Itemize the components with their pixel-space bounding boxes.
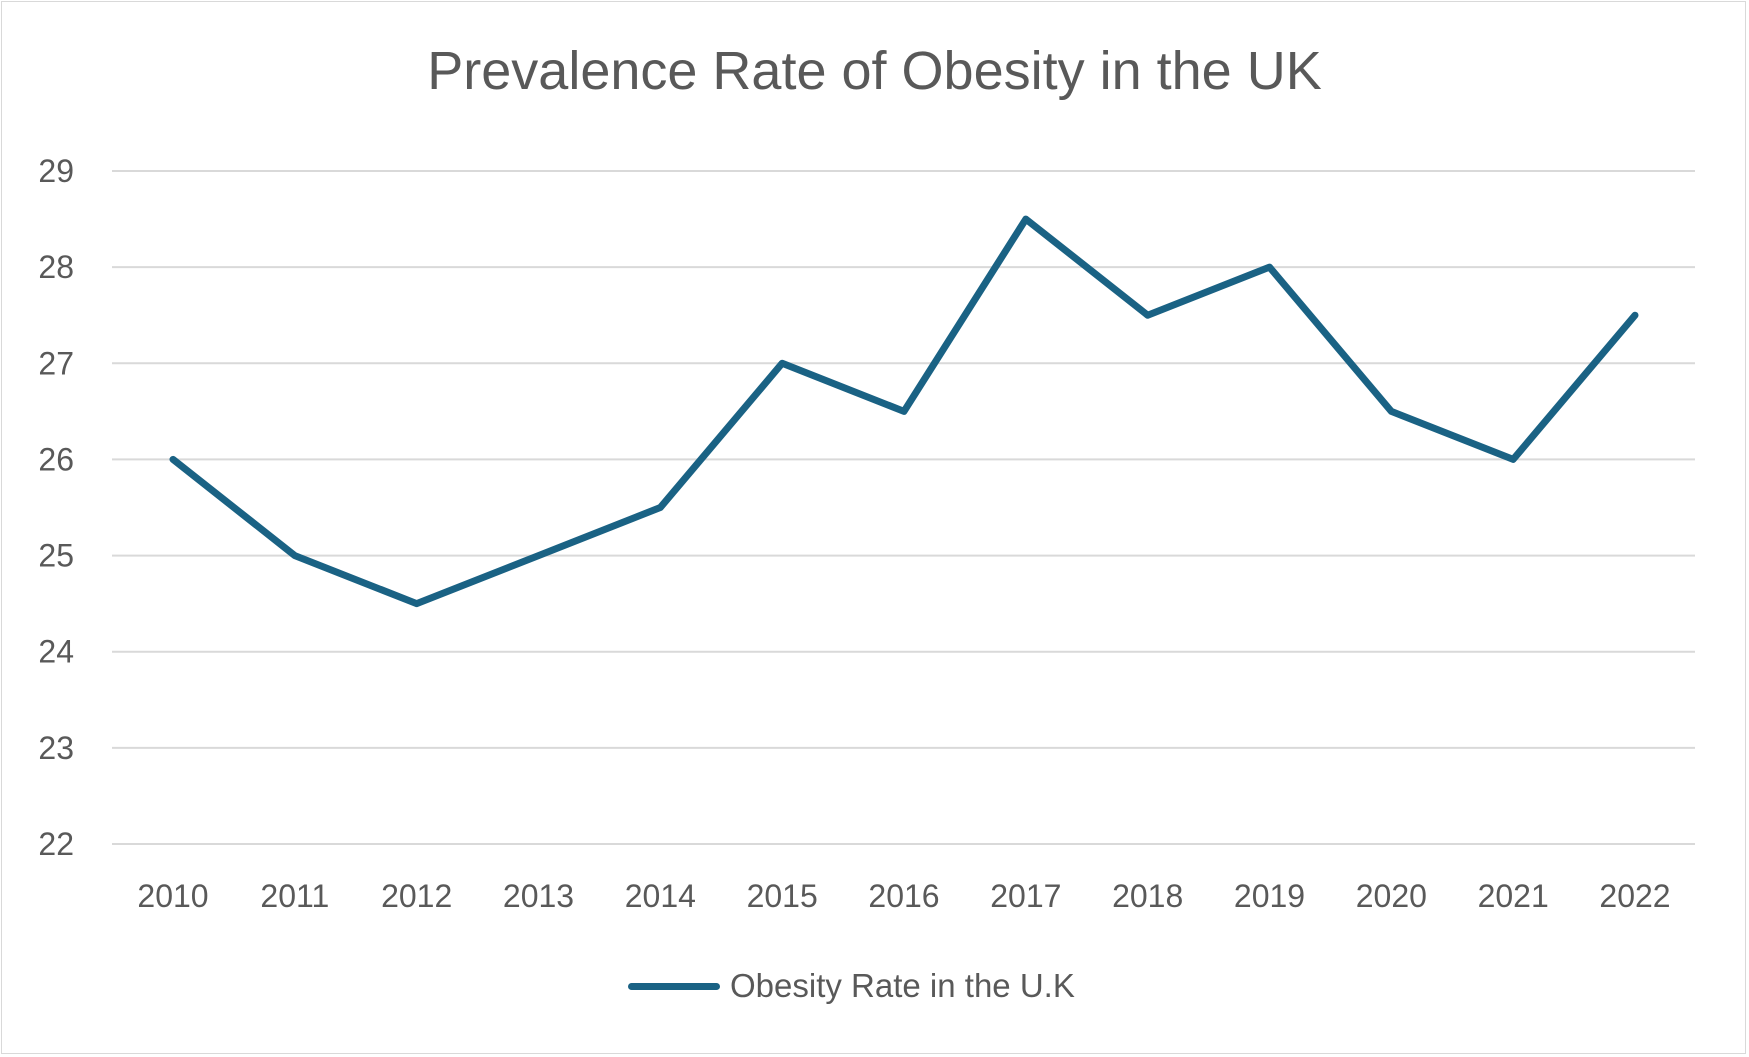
y-tick-label: 22 xyxy=(38,826,74,862)
y-tick-label: 28 xyxy=(38,249,74,285)
x-tick-label: 2021 xyxy=(1478,878,1549,914)
legend: Obesity Rate in the U.K xyxy=(628,967,1075,1005)
x-tick-label: 2014 xyxy=(625,878,696,914)
x-tick-label: 2020 xyxy=(1356,878,1427,914)
x-tick-label: 2019 xyxy=(1234,878,1305,914)
x-tick-label: 2017 xyxy=(990,878,1061,914)
legend-series-label: Obesity Rate in the U.K xyxy=(730,967,1075,1004)
y-tick-label: 23 xyxy=(38,730,74,766)
x-tick-label: 2018 xyxy=(1112,878,1183,914)
x-tick-label: 2022 xyxy=(1599,878,1670,914)
x-tick-label: 2010 xyxy=(137,878,208,914)
x-tick-label: 2011 xyxy=(260,878,329,914)
x-tick-label: 2015 xyxy=(747,878,818,914)
y-tick-label: 25 xyxy=(38,538,74,574)
y-tick-label: 27 xyxy=(38,345,74,381)
x-tick-label: 2012 xyxy=(381,878,452,914)
y-tick-label: 26 xyxy=(38,441,74,477)
y-tick-label: 24 xyxy=(38,634,74,670)
x-tick-label: 2013 xyxy=(503,878,574,914)
legend-series-swatch xyxy=(628,982,720,990)
chart-title: Prevalence Rate of Obesity in the UK xyxy=(427,41,1322,101)
y-tick-label: 29 xyxy=(38,153,74,189)
x-tick-label: 2016 xyxy=(868,878,939,914)
